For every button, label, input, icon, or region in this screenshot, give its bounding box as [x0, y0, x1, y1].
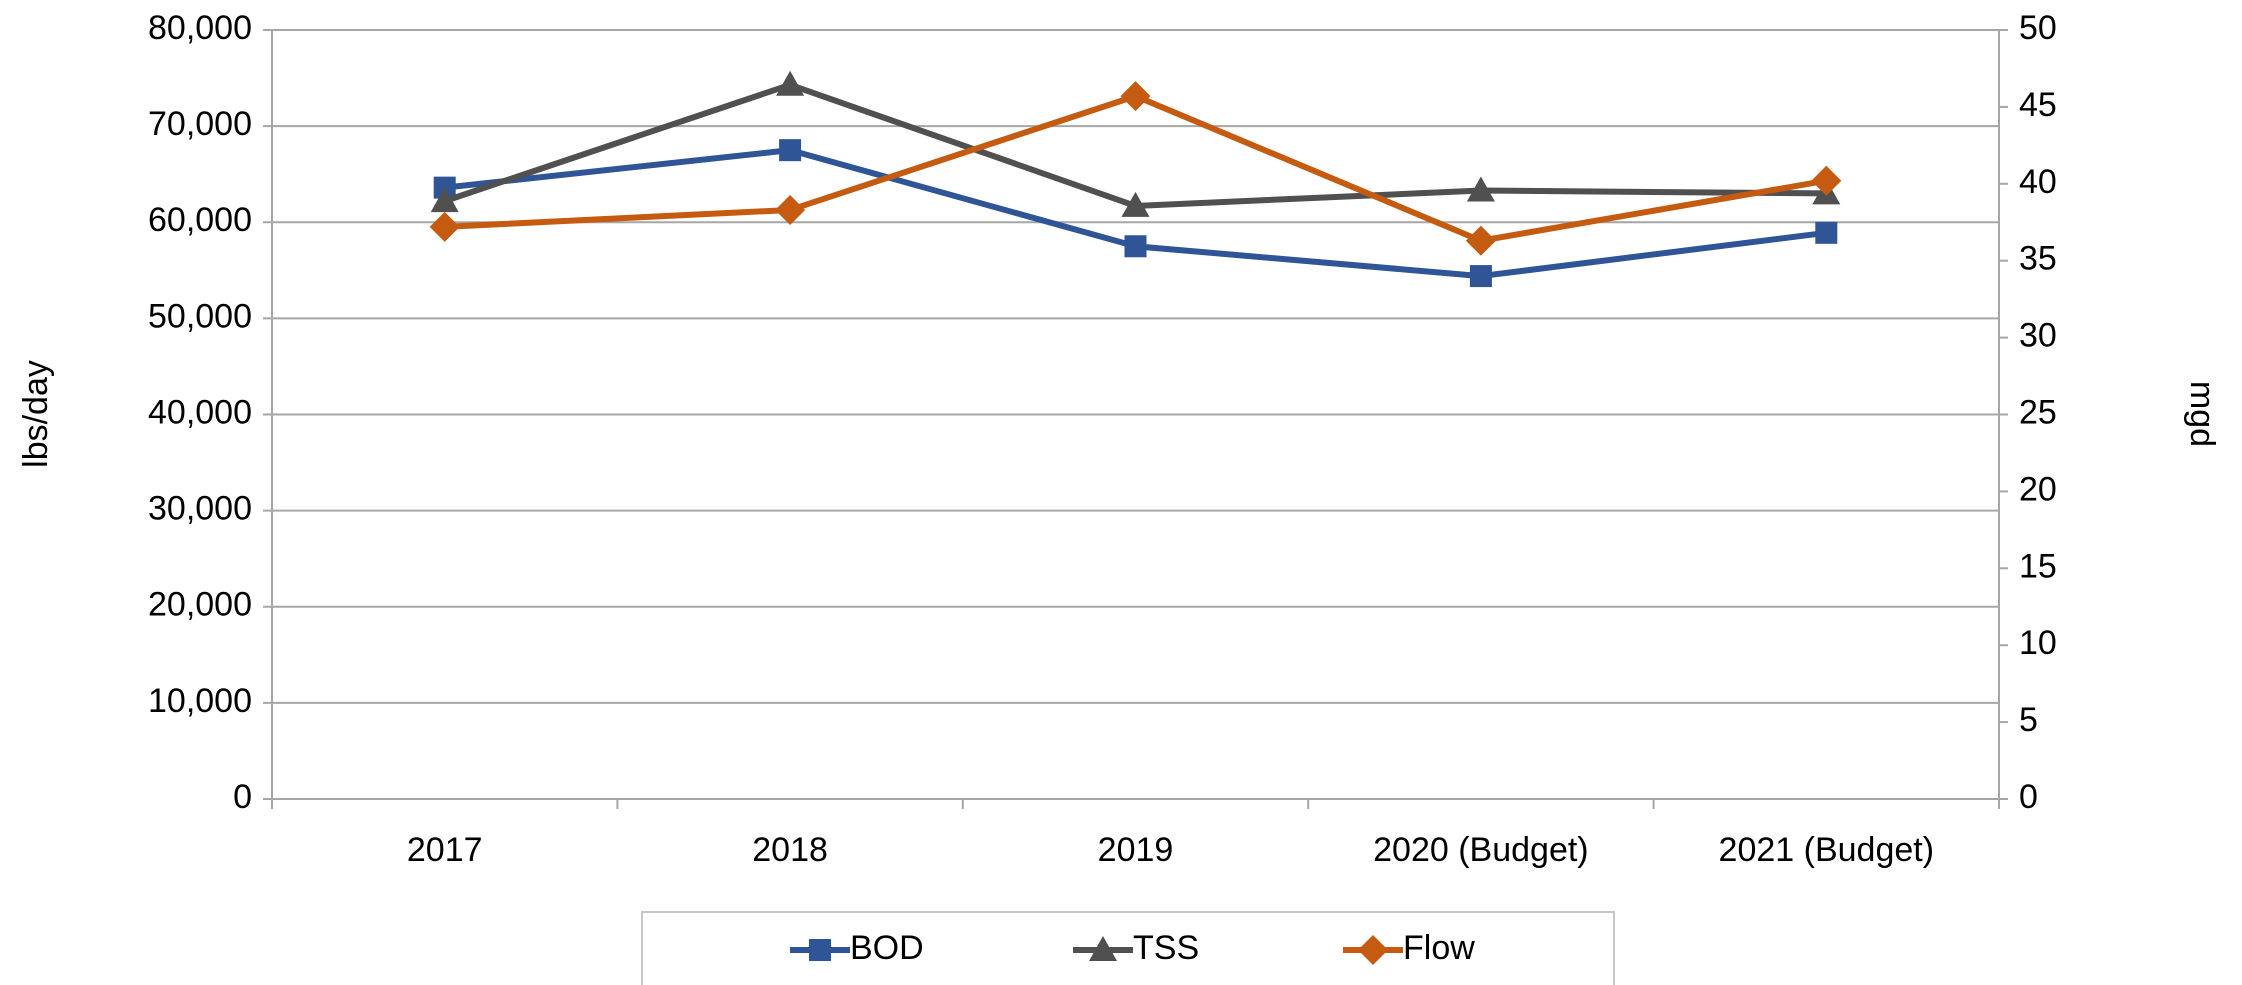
- legend-label: BOD: [850, 929, 924, 967]
- y-axis-label: lbs/day: [17, 360, 55, 468]
- y2-tick-label: 35: [2019, 240, 2057, 278]
- y-tick-label: 70,000: [148, 105, 252, 143]
- y2-tick-label: 0: [2019, 778, 2038, 816]
- y2-tick-label: 10: [2019, 624, 2057, 662]
- data-point: [1120, 81, 1151, 112]
- data-point: [430, 187, 459, 213]
- data-point: [1124, 235, 1147, 258]
- legend-marker: [1358, 935, 1388, 965]
- data-point: [1121, 191, 1150, 217]
- x-tick-label: 2021 (Budget): [1719, 831, 1935, 869]
- data-point: [1811, 165, 1842, 196]
- y2-tick-label: 45: [2019, 86, 2057, 124]
- data-point: [429, 211, 460, 242]
- y-tick-label: 0: [233, 778, 252, 816]
- y-tick-label: 80,000: [148, 9, 252, 47]
- y2-tick-label: 5: [2019, 701, 2038, 739]
- legend-marker: [809, 939, 831, 961]
- y-tick-label: 20,000: [148, 586, 252, 624]
- x-tick-label: 2017: [407, 831, 483, 869]
- y2-tick-label: 15: [2019, 547, 2057, 585]
- legend-marker: [1089, 936, 1117, 961]
- y2-axis-label: mgd: [2183, 381, 2221, 447]
- y-tick-label: 40,000: [148, 393, 252, 431]
- data-point: [1815, 221, 1838, 244]
- legend-label: Flow: [1403, 929, 1475, 967]
- y2-tick-label: 25: [2019, 393, 2057, 431]
- data-point: [1465, 225, 1496, 256]
- legend-label: TSS: [1133, 929, 1199, 967]
- y-tick-label: 10,000: [148, 682, 252, 720]
- x-tick-label: 2018: [752, 831, 828, 869]
- y2-tick-label: 40: [2019, 163, 2057, 201]
- x-tick-label: 2019: [1098, 831, 1174, 869]
- y2-tick-label: 30: [2019, 317, 2057, 355]
- series-line: [444, 93, 1827, 244]
- data-point: [779, 139, 802, 162]
- y-tick-label: 60,000: [148, 201, 252, 239]
- data-point: [1469, 265, 1492, 288]
- y-tick-label: 30,000: [148, 490, 252, 528]
- y2-tick-label: 50: [2019, 9, 2057, 47]
- y2-tick-label: 20: [2019, 470, 2057, 508]
- x-tick-label: 2020 (Budget): [1373, 831, 1589, 869]
- data-point: [775, 194, 806, 225]
- data-point: [776, 70, 805, 96]
- data-point: [1466, 176, 1495, 202]
- y-tick-label: 50,000: [148, 297, 252, 335]
